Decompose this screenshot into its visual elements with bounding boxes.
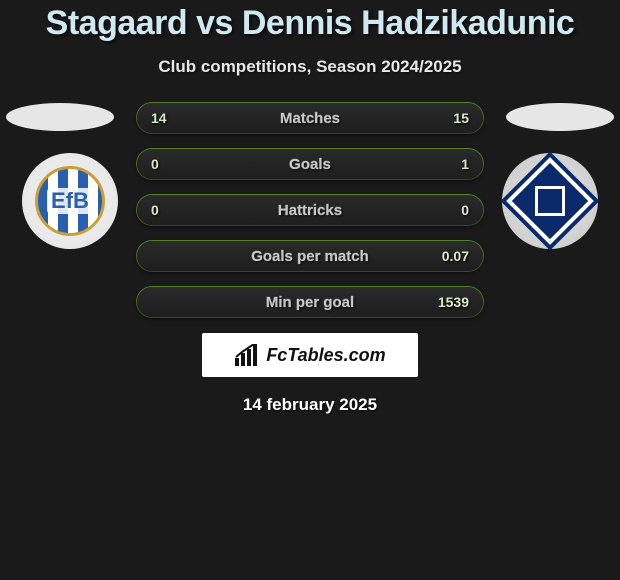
- stat-row-min-per-goal: Min per goal 1539: [137, 287, 483, 317]
- player-left-ellipse: [6, 103, 114, 131]
- stat-row-matches: 14 Matches 15: [137, 103, 483, 133]
- stat-row-goals: 0 Goals 1: [137, 149, 483, 179]
- subtitle: Club competitions, Season 2024/2025: [0, 57, 620, 77]
- team-badge-left-crest: EfB: [35, 166, 105, 236]
- stat-right-value: 1: [461, 156, 469, 172]
- player-right-ellipse: [506, 103, 614, 131]
- brand-box: FcTables.com: [202, 333, 418, 377]
- stat-row-goals-per-match: Goals per match 0.07: [137, 241, 483, 271]
- stat-label: Matches: [137, 110, 483, 127]
- stat-right-value: 1539: [438, 294, 469, 310]
- brand-bars-icon: [234, 344, 260, 366]
- stat-right-value: 0.07: [442, 248, 469, 264]
- brand-text: FcTables.com: [266, 345, 385, 366]
- page-title: Stagaard vs Dennis Hadzikadunic: [0, 0, 620, 43]
- stat-left-value: 0: [151, 156, 159, 172]
- stat-label: Goals per match: [137, 248, 483, 265]
- team-badge-right-crest: [506, 157, 594, 245]
- stat-label: Hattricks: [137, 202, 483, 219]
- team-badge-right: [502, 153, 598, 249]
- comparison-panel: EfB 14 Matches 15 0 Goals 1 0 Hattricks …: [0, 103, 620, 415]
- stat-label: Min per goal: [137, 294, 483, 311]
- stat-row-hattricks: 0 Hattricks 0: [137, 195, 483, 225]
- team-badge-left: EfB: [22, 153, 118, 249]
- stat-left-value: 14: [151, 110, 167, 126]
- snapshot-date: 14 february 2025: [0, 395, 620, 415]
- stats-list: 14 Matches 15 0 Goals 1 0 Hattricks 0 Go…: [137, 103, 483, 317]
- team-badge-left-code: EfB: [47, 188, 93, 214]
- stat-right-value: 15: [453, 110, 469, 126]
- stat-label: Goals: [137, 156, 483, 173]
- stat-left-value: 0: [151, 202, 159, 218]
- stat-right-value: 0: [461, 202, 469, 218]
